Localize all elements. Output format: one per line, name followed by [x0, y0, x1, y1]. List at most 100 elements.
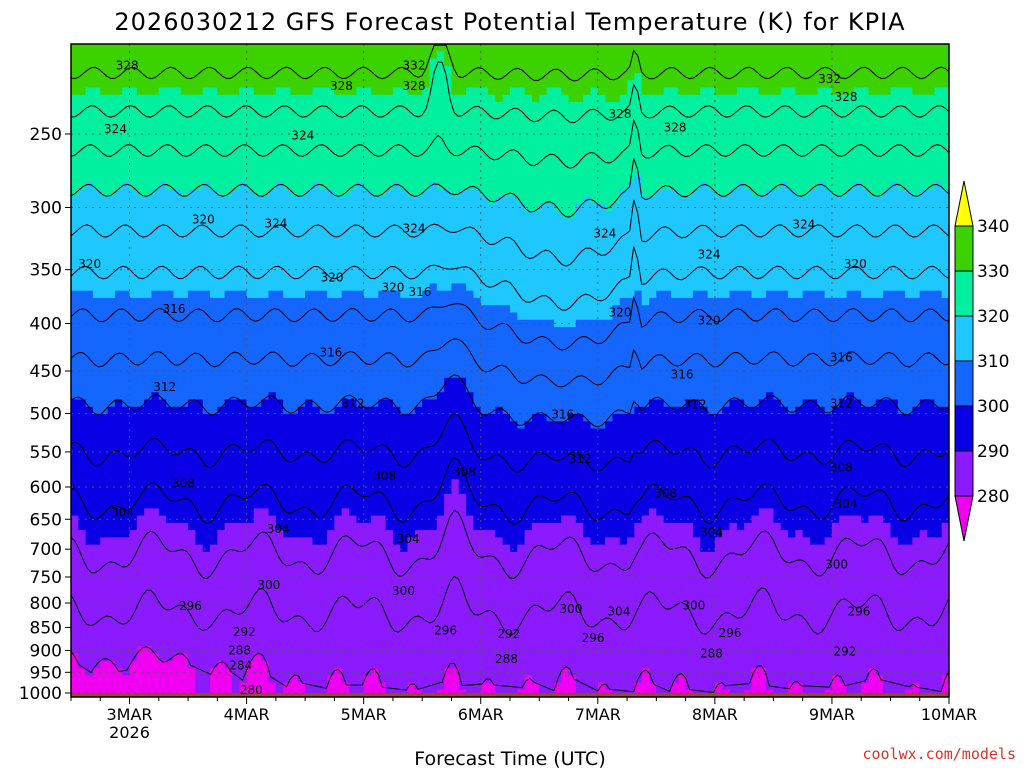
- colorbar-cap-top: [954, 180, 974, 227]
- contour-label: 324: [403, 222, 426, 236]
- x-tick-label: 3MAR: [107, 705, 153, 724]
- colorbar-segment: [954, 405, 974, 452]
- x-tick-label: 5MAR: [341, 705, 387, 724]
- colorbar-label: 290: [977, 442, 1009, 462]
- y-tick-label: 450: [30, 362, 62, 382]
- contour-label: 324: [792, 218, 815, 232]
- x-tick-year: 2026: [109, 723, 150, 742]
- contour-label: 316: [830, 350, 853, 364]
- contour-308: [71, 295, 949, 351]
- contour-label: 288: [495, 652, 518, 666]
- contour-label: 300: [825, 557, 848, 571]
- y-tick-label: 1000: [19, 684, 62, 704]
- contour-lines: [71, 44, 949, 694]
- contour-label: 312: [342, 397, 365, 411]
- contour-304: [71, 338, 949, 388]
- y-tick-label: 550: [30, 443, 62, 463]
- contour-label: 288: [228, 644, 251, 658]
- contour-label: 316: [408, 285, 431, 299]
- contour-label: 324: [104, 122, 127, 136]
- contour-label: 328: [330, 79, 353, 93]
- contour-label: 300: [257, 578, 280, 592]
- x-tick-label: 6MAR: [458, 705, 504, 724]
- y-tick-label: 750: [30, 568, 62, 588]
- ground-layer: [71, 693, 949, 697]
- contour-label: 324: [593, 227, 616, 241]
- colorbar-label: 300: [977, 397, 1009, 417]
- contour-label: 320: [321, 271, 344, 285]
- contour-label: 324: [291, 129, 314, 143]
- contour-label: 304: [267, 522, 290, 536]
- y-tick-label: 800: [30, 594, 62, 614]
- colorbar-label: 280: [977, 487, 1009, 507]
- contour-label: 312: [684, 398, 707, 412]
- contour-292: [71, 457, 949, 526]
- contour-label: 296: [582, 631, 605, 645]
- y-tick-label: 950: [30, 663, 62, 683]
- y-tick-label: 350: [30, 261, 62, 281]
- contour-label: 312: [153, 380, 176, 394]
- colorbar-segment: [954, 225, 974, 272]
- y-tick-label: 500: [30, 404, 62, 424]
- colorbar-segment: [954, 315, 974, 362]
- contour-label: 308: [172, 477, 195, 491]
- contour-label: 320: [381, 281, 404, 295]
- contour-label: 304: [111, 505, 134, 519]
- contour-label: 308: [453, 465, 476, 479]
- contour-label: 292: [233, 625, 256, 639]
- contour-label: 300: [392, 584, 415, 598]
- colorbar-label: 340: [977, 217, 1009, 237]
- contour-label: 296: [847, 605, 870, 619]
- colorbar-label: 320: [977, 307, 1009, 327]
- contour-label: 308: [830, 461, 853, 475]
- contour-label: 292: [833, 644, 856, 658]
- colorbar-label: 330: [977, 262, 1009, 282]
- contour-label: 328: [609, 107, 632, 121]
- contour-label: 312: [830, 397, 853, 411]
- contour-label: 328: [403, 79, 426, 93]
- colorbar: 340 330 320 310 300 290 280: [954, 180, 1009, 542]
- contour-label: 284: [229, 659, 252, 673]
- colorbar-cap-bottom: [954, 495, 974, 542]
- contour-284: [71, 575, 949, 636]
- chart-title: 2026030212 GFS Forecast Potential Temper…: [114, 8, 905, 36]
- y-tick-label: 850: [30, 618, 62, 638]
- y-tick-label: 600: [30, 478, 62, 498]
- contour-label: 320: [844, 257, 867, 271]
- credit-text: coolwx.com/models: [862, 745, 1016, 763]
- x-tick-label: 7MAR: [575, 705, 621, 724]
- contour-label: 296: [719, 626, 742, 640]
- contour-label: 328: [835, 90, 858, 104]
- contour-label: 324: [698, 247, 721, 261]
- contour-label: 308: [373, 469, 396, 483]
- contour-label: 300: [559, 602, 582, 616]
- colorbar-label: 310: [977, 352, 1009, 372]
- contour-316: [71, 199, 949, 267]
- plot-area: 328 332 328 332 328 328 328 328 324 324 324 324 324 3…: [71, 44, 949, 697]
- x-tick-label: 9MAR: [809, 705, 855, 724]
- contour-label: 320: [698, 314, 721, 328]
- contour-label: 320: [78, 257, 101, 271]
- contour-300: [71, 374, 949, 428]
- x-tick-label: 10MAR: [921, 705, 977, 724]
- contour-label: 300: [682, 599, 705, 613]
- contour-328: [71, 61, 949, 124]
- contour-label: 328: [664, 121, 687, 135]
- contour-324: [71, 118, 949, 169]
- y-tick-label: 300: [30, 198, 62, 218]
- contour-label: 304: [700, 526, 723, 540]
- y-tick-label: 900: [30, 642, 62, 662]
- contour-label: 292: [497, 627, 520, 641]
- contour-312: [71, 246, 949, 311]
- contour-label: 332: [818, 72, 841, 86]
- contour-label: 312: [569, 452, 592, 466]
- colorbar-segment: [954, 360, 974, 407]
- contour-label: 296: [434, 623, 457, 637]
- y-tick-label: 250: [30, 125, 62, 145]
- contour-label: 304: [835, 497, 858, 511]
- contour-label: 280: [240, 683, 263, 697]
- ground-fill: [71, 693, 949, 697]
- x-tick-label: 4MAR: [224, 705, 270, 724]
- contour-label: 296: [179, 599, 202, 613]
- contour-label: 320: [609, 305, 632, 319]
